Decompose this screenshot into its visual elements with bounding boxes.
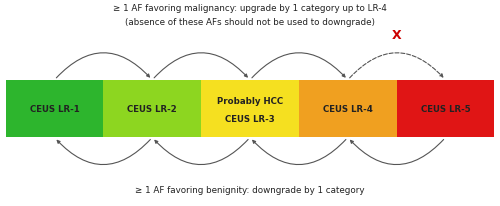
Bar [201, 81, 299, 138]
FancyArrowPatch shape [350, 54, 443, 78]
Bar [299, 81, 396, 138]
FancyArrowPatch shape [57, 140, 150, 165]
Text: ≥ 1 AF favoring malignancy: upgrade by 1 category up to LR-4: ≥ 1 AF favoring malignancy: upgrade by 1… [113, 4, 387, 13]
FancyArrowPatch shape [252, 54, 345, 78]
Bar [104, 81, 201, 138]
Text: Probably HCC: Probably HCC [217, 96, 283, 105]
Text: CEUS LR-4: CEUS LR-4 [323, 105, 372, 114]
FancyArrowPatch shape [154, 54, 248, 78]
Text: CEUS LR-3: CEUS LR-3 [225, 115, 275, 124]
Bar [6, 81, 103, 138]
Text: ≥ 1 AF favoring benignity: downgrade by 1 category: ≥ 1 AF favoring benignity: downgrade by … [136, 185, 365, 194]
FancyArrowPatch shape [56, 54, 150, 78]
Text: CEUS LR-2: CEUS LR-2 [128, 105, 177, 114]
FancyArrowPatch shape [252, 140, 346, 165]
Text: CEUS LR-5: CEUS LR-5 [420, 105, 470, 114]
Text: X: X [392, 29, 402, 42]
FancyArrowPatch shape [350, 140, 444, 165]
Text: CEUS LR-1: CEUS LR-1 [30, 105, 80, 114]
Bar [396, 81, 494, 138]
FancyArrowPatch shape [155, 140, 248, 165]
Text: (absence of these AFs should not be used to downgrade): (absence of these AFs should not be used… [125, 18, 375, 27]
